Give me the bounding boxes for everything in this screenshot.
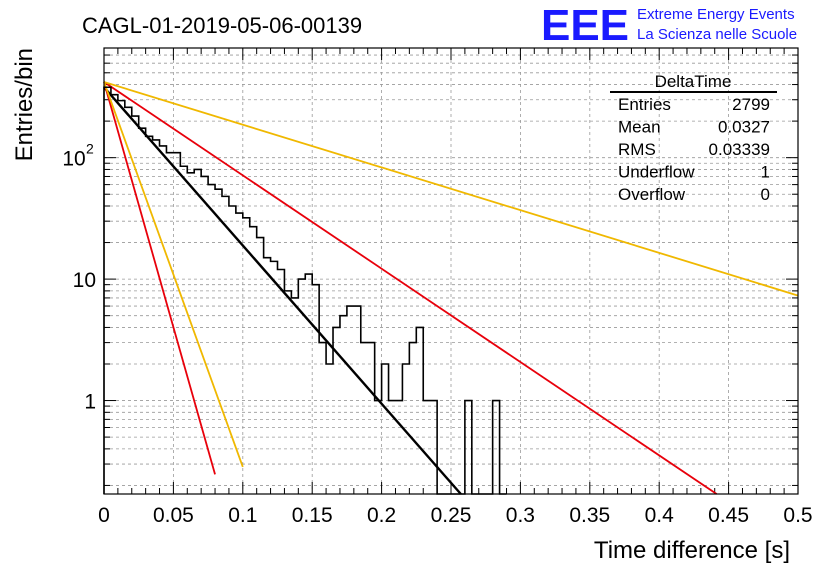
stats-label: Underflow <box>618 163 695 182</box>
stats-label: Overflow <box>618 185 686 204</box>
stats-value: 1 <box>761 163 770 182</box>
y-tick-label: 10 <box>73 269 96 292</box>
fit-curves <box>103 81 799 495</box>
y-tick-label: 1 <box>84 391 96 414</box>
x-tick-label: 0.35 <box>569 504 610 527</box>
y-tick-label: 10 <box>62 148 85 171</box>
x-axis-title: Time difference [s] <box>594 537 790 564</box>
x-tick-label: 0 <box>98 504 110 527</box>
stats-box: DeltaTime Entries 2799 Mean 0.0327 RMS 0.0333… <box>610 72 777 204</box>
x-tick-label: 0.4 <box>645 504 675 527</box>
x-tick-label: 0.45 <box>708 504 749 527</box>
grid-lines <box>104 47 798 494</box>
stats-value: 0 <box>761 185 770 204</box>
plot-frame <box>103 47 799 495</box>
logo-line-2: La Scienza nelle Scuole <box>637 26 797 43</box>
x-tick-label: 0.5 <box>783 504 812 527</box>
stats-label: Entries <box>618 95 671 114</box>
x-tick-label: 0.3 <box>506 504 535 527</box>
x-tick-label: 0.15 <box>292 504 333 527</box>
x-tick-label: 0.1 <box>228 504 257 527</box>
histogram-bars <box>103 86 507 495</box>
run-title: CAGL-01-2019-05-06-00139 <box>82 13 362 38</box>
fit-curve <box>103 81 244 468</box>
stats-value: 0.03339 <box>709 140 770 159</box>
y-axis-title: Entries/bin <box>11 48 38 161</box>
fit-curve <box>103 81 216 475</box>
y-tick-exponent: 2 <box>86 141 94 157</box>
logo-line-1: Extreme Energy Events <box>637 6 795 23</box>
x-tick-labels: 0 0.05 0.1 0.15 0.2 0.25 0.3 0.35 0.4 0.45 0.5 <box>98 504 812 527</box>
stats-label: RMS <box>618 140 656 159</box>
x-tick-label: 0.2 <box>367 504 396 527</box>
stats-value: 0.0327 <box>718 118 770 137</box>
fit-curve <box>103 86 462 495</box>
fit-curve <box>103 81 718 495</box>
x-tick-label: 0.25 <box>431 504 472 527</box>
eee-logo: EEE <box>541 1 629 50</box>
stats-value: 2799 <box>732 95 770 114</box>
stats-label: Mean <box>618 118 661 137</box>
fit-curve <box>103 81 799 297</box>
x-tick-label: 0.05 <box>153 504 194 527</box>
stats-title: DeltaTime <box>655 72 732 91</box>
histogram-outline <box>103 86 507 495</box>
